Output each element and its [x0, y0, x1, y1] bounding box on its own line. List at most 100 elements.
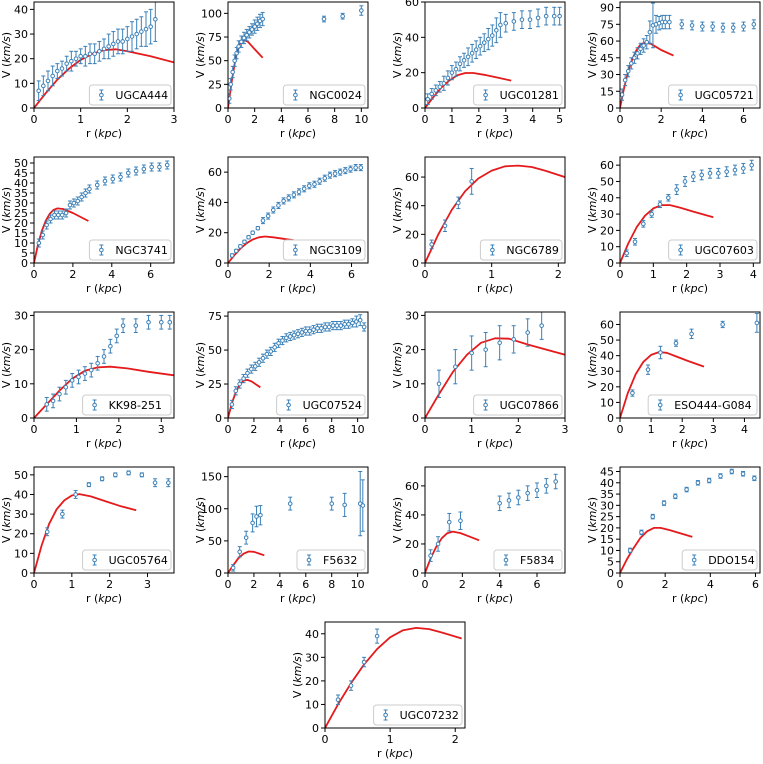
data-point — [102, 176, 108, 186]
marker — [543, 13, 549, 19]
y-tick-label: 20 — [405, 344, 419, 357]
data-point — [287, 331, 293, 342]
marker — [329, 501, 335, 506]
marker — [228, 96, 232, 101]
data-point — [141, 164, 147, 174]
data-point — [59, 210, 65, 220]
data-point — [481, 33, 487, 52]
data-point — [233, 248, 239, 254]
data-point — [673, 493, 678, 500]
x-tick-label: 2 — [658, 113, 665, 126]
legend-label: UGC05764 — [109, 554, 168, 567]
data-point — [650, 2, 656, 49]
marker — [120, 323, 126, 328]
data-point — [645, 364, 651, 375]
marker — [453, 364, 458, 370]
y-tick-label: 20 — [600, 224, 614, 237]
legend-label: F5632 — [323, 554, 357, 567]
marker — [264, 351, 270, 357]
marker — [359, 8, 364, 13]
marker — [465, 54, 471, 60]
data-point — [317, 177, 322, 185]
marker — [78, 53, 83, 59]
y-tick-label: 60 — [405, 0, 419, 9]
data-point — [706, 477, 712, 484]
x-tick-label: 6 — [302, 578, 309, 591]
y-tick-label: 45 — [14, 167, 28, 180]
marker — [92, 51, 97, 57]
x-axis-label: r (kpc) — [280, 437, 316, 450]
data-series — [228, 5, 364, 104]
marker — [740, 471, 746, 477]
data-point — [465, 47, 471, 67]
data-point — [535, 8, 541, 28]
data-point — [280, 335, 285, 346]
data-point — [126, 470, 131, 476]
marker — [361, 659, 367, 665]
y-tick-label: 75 — [208, 310, 222, 323]
data-point — [52, 210, 57, 220]
x-tick-label: 3 — [158, 423, 165, 436]
marker — [481, 40, 487, 45]
data-point — [312, 180, 317, 188]
data-point — [78, 48, 83, 65]
data-point — [249, 364, 254, 374]
marker — [41, 83, 46, 89]
data-point — [629, 57, 634, 70]
data-point — [433, 84, 439, 97]
marker — [258, 512, 263, 518]
y-tick-label: 60 — [405, 480, 419, 493]
y-tick-label: 0 — [215, 412, 222, 425]
data-point — [469, 335, 474, 371]
data-point — [133, 166, 139, 176]
y-tick-label: 50 — [600, 334, 614, 347]
y-tick-label: 20 — [600, 522, 614, 535]
marker — [36, 88, 41, 94]
y-tick-label: 15 — [14, 227, 28, 240]
marker — [111, 41, 116, 47]
legend-marker — [483, 92, 488, 98]
legend-label: F5834 — [520, 554, 554, 567]
legend: UGC07232 — [373, 704, 463, 726]
marker — [110, 176, 116, 182]
x-tick-label: 2 — [250, 578, 257, 591]
y-tick-label: 20 — [14, 217, 28, 230]
legend-marker — [293, 247, 298, 253]
x-tick-label: 0 — [322, 733, 329, 746]
marker — [650, 514, 656, 519]
x-axis-label: r (kpc) — [672, 437, 708, 450]
marker — [751, 22, 757, 27]
data-point — [730, 22, 736, 33]
marker — [230, 69, 235, 75]
marker — [469, 350, 474, 356]
marker — [44, 222, 49, 228]
data-point — [456, 196, 461, 210]
marker — [497, 501, 502, 506]
data-point — [667, 14, 672, 30]
data-point — [625, 65, 631, 78]
y-tick-label: 20 — [305, 675, 319, 688]
marker — [516, 495, 521, 500]
data-point — [557, 6, 562, 26]
marker — [134, 31, 139, 37]
marker — [525, 330, 530, 335]
y-axis-label: V (km/s) — [391, 342, 404, 388]
data-point — [497, 325, 502, 361]
marker — [82, 371, 88, 376]
data-point — [134, 18, 139, 50]
data-point — [250, 230, 256, 236]
y-tick-label: 30 — [14, 309, 28, 322]
data-point — [435, 536, 441, 552]
data-series — [230, 470, 366, 572]
x-tick-label: 2 — [459, 578, 466, 591]
marker — [254, 514, 259, 519]
marker — [99, 476, 105, 482]
data-point — [237, 379, 242, 389]
model-curve — [620, 351, 705, 418]
marker — [457, 61, 463, 67]
data-point — [258, 505, 263, 526]
marker — [75, 198, 81, 204]
data-point — [729, 468, 735, 475]
